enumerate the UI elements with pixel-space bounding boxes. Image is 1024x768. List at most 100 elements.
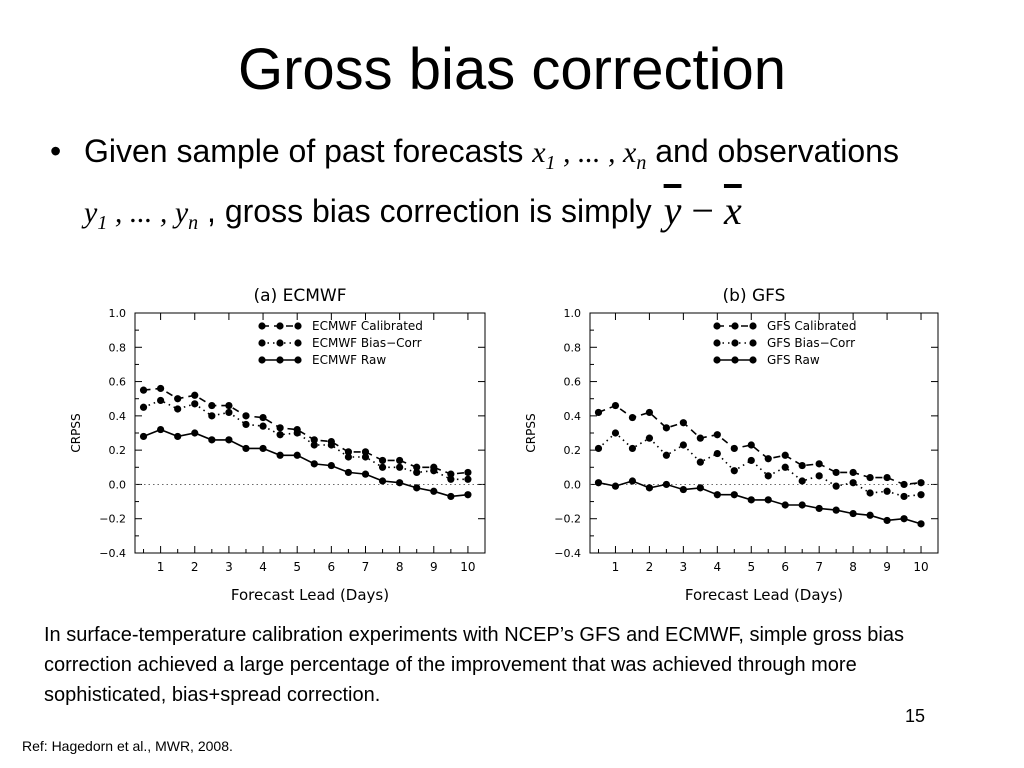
ecmwf-data-point (208, 436, 216, 444)
math-y-start: y (84, 196, 98, 229)
gfs-data-point (781, 451, 789, 459)
gfs-data-point (832, 482, 840, 490)
math-y-start-sub: 1 (97, 212, 108, 234)
gfs-chart-panel: (b) GFS 1.0 0.8 0.6 0.4 0.2 0.0 −0.2 −0.4 1 2 3 4 5 6 7… (524, 286, 939, 604)
ecmwf-xtick-label: 4 (259, 560, 267, 574)
gfs-data-point (866, 489, 874, 497)
ecmwf-data-point (259, 444, 267, 453)
ecmwf-data-point (344, 448, 353, 456)
gfs-data-point (747, 441, 755, 449)
gfs-data-point (679, 485, 687, 494)
ecmwf-data-point (327, 461, 335, 470)
ecmwf-ytick-label: 0.8 (109, 341, 127, 354)
gfs-ytick-label: 1.0 (564, 307, 582, 320)
gfs-data-point (730, 491, 738, 499)
bullet-text: Given sample of past forecasts x1 , ... … (84, 128, 904, 246)
gfs-data-point (883, 487, 891, 495)
ecmwf-chart-title: (a) ECMWF (254, 286, 347, 306)
gfs-chart-title: (b) GFS (723, 286, 786, 306)
math-ellipsis: , ... , (555, 136, 624, 169)
gfs-data-point (832, 506, 840, 514)
ecmwf-legend-marker (258, 356, 266, 364)
ecmwf-data-point (293, 451, 301, 459)
ecmwf-legend-marker (276, 339, 284, 347)
gfs-legend-label: GFS Bias−Corr (767, 336, 855, 350)
gfs-ytick-label: 0.8 (564, 341, 582, 354)
ecmwf-ytick-label: 0.2 (109, 444, 127, 457)
gfs-data-point (696, 484, 704, 492)
ecmwf-data-point (464, 491, 472, 499)
ecmwf-data-point (361, 448, 370, 456)
ecmwf-data-point (344, 453, 353, 461)
gfs-xtick-label: 9 (883, 560, 891, 574)
ecmwf-ytick-label: −0.4 (99, 547, 126, 560)
ecmwf-data-point (174, 395, 182, 403)
math-y-end-sub: n (188, 212, 199, 234)
gfs-xtick-label: 8 (849, 560, 857, 574)
gfs-xtick-label: 7 (815, 560, 823, 574)
gfs-xtick-label: 6 (781, 560, 789, 574)
ecmwf-data-point (242, 444, 250, 453)
ecmwf-legend-marker (258, 339, 266, 347)
gfs-legend-marker (713, 339, 721, 347)
ecmwf-data-point (157, 396, 165, 405)
gfs-data-point (594, 479, 603, 487)
ecmwf-data-point (413, 484, 421, 492)
slide-title: Gross bias correction (238, 37, 786, 102)
gfs-ytick-label: 0.4 (564, 410, 582, 423)
gfs-xtick-label: 1 (612, 560, 620, 574)
ecmwf-data-point (378, 477, 387, 485)
gfs-ytick-label: 0.2 (564, 444, 582, 457)
gfs-data-point (849, 509, 857, 518)
ecmwf-ytick-label: 0.4 (109, 410, 127, 423)
reference: Ref: Hagedorn et al., MWR, 2008. (22, 738, 233, 754)
ecmwf-data-point (174, 405, 182, 413)
ecmwf-data-point (396, 463, 404, 471)
gfs-data-point (679, 441, 687, 449)
gfs-legend-marker (749, 322, 757, 330)
math-x-end-sub: n (636, 152, 647, 174)
gfs-data-point (611, 429, 620, 437)
ecmwf-ylabel: CRPSS (69, 413, 83, 452)
ecmwf-legend-marker (294, 322, 302, 330)
ecmwf-data-point (293, 429, 301, 437)
ecmwf-legend-marker (258, 322, 266, 330)
ecmwf-legend-label: ECMWF Raw (312, 353, 386, 367)
gfs-data-point (645, 484, 654, 492)
gfs-xtick-label: 2 (646, 560, 654, 574)
ecmwf-data-point (208, 401, 216, 410)
ecmwf-data-point (225, 408, 233, 417)
gfs-data-point (883, 473, 891, 482)
gfs-data-point (628, 444, 637, 453)
gfs-data-point (713, 431, 721, 439)
ecmwf-data-point (157, 384, 165, 393)
ecmwf-data-point (413, 463, 421, 471)
gfs-data-point (764, 455, 772, 463)
ecmwf-data-point (447, 475, 455, 483)
ecmwf-legend-label: ECMWF Bias−Corr (312, 336, 422, 350)
ecmwf-data-point (242, 412, 250, 420)
ecmwf-xtick-label: 8 (396, 560, 404, 574)
ecmwf-data-point (344, 468, 353, 477)
gfs-data-point (645, 434, 654, 442)
math-x-bar: x (723, 188, 742, 233)
gfs-legend-label: GFS Calibrated (767, 319, 856, 333)
ecmwf-data-point (191, 429, 199, 437)
ecmwf-xtick-label: 6 (328, 560, 336, 574)
ecmwf-data-point (396, 456, 404, 465)
gfs-data-point (866, 511, 874, 519)
gfs-data-point (815, 504, 823, 513)
gfs-data-point (730, 444, 738, 453)
gfs-plot-frame (589, 312, 939, 554)
gfs-legend-marker (749, 356, 757, 364)
ecmwf-data-point (310, 460, 318, 468)
gfs-data-point (832, 468, 840, 477)
ecmwf-legend-marker (276, 322, 284, 330)
ecmwf-data-point (276, 431, 284, 439)
gfs-data-point (781, 463, 789, 471)
ecmwf-data-point (310, 436, 318, 444)
ecmwf-data-point (464, 475, 472, 483)
math-y-end: y (174, 196, 189, 229)
ecmwf-legend-label: ECMWF Calibrated (312, 319, 423, 333)
gfs-xlabel: Forecast Lead (Days) (685, 586, 843, 604)
